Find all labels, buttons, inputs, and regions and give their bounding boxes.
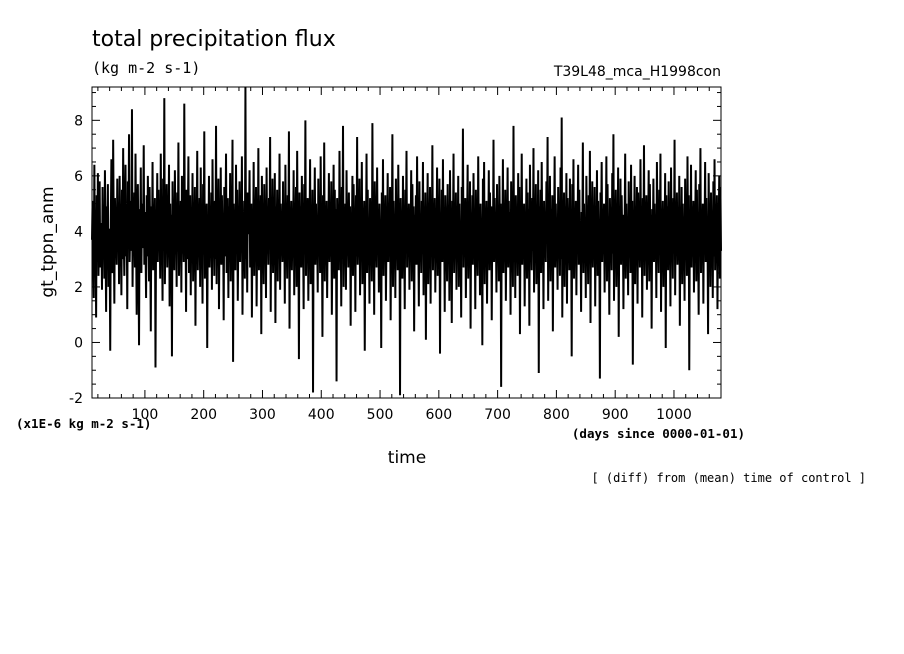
x-tick-label: 400 (308, 407, 335, 423)
y-tick-label: 8 (74, 113, 83, 129)
x-tick-label: 1000 (656, 407, 692, 423)
footnote: [ (diff) from (mean) time of control ] (591, 471, 866, 485)
x-tick-label: 500 (367, 407, 394, 423)
series-line (91, 86, 722, 396)
chart-title: total precipitation flux (92, 27, 336, 52)
y-tick-label: 0 (74, 335, 83, 351)
y-tick-label: 4 (74, 224, 83, 240)
x-units-label: (days since 0000-01-01) (572, 426, 745, 441)
y-axis-label: gt_tppn_anm (38, 186, 58, 297)
y-scale-note: (x1E-6 kg m-2 s-1) (16, 416, 151, 431)
x-tick-label: 900 (602, 407, 629, 423)
y-tick-label: 6 (74, 169, 83, 185)
x-tick-label: 200 (190, 407, 217, 423)
plot-area (91, 86, 722, 399)
y-tick-label: -2 (69, 391, 83, 407)
x-tick-label: 300 (249, 407, 276, 423)
x-tick-label: 800 (543, 407, 570, 423)
x-tick-label: 100 (132, 407, 159, 423)
y-tick-label: 2 (74, 280, 83, 296)
title-units: (kg m-2 s-1) (92, 59, 200, 77)
x-tick-label: 600 (425, 407, 452, 423)
experiment-label: T39L48_mca_H1998con (553, 64, 721, 80)
y-tick-labels: -2 0 2 4 6 8 (69, 113, 83, 407)
x-axis-label: time (388, 448, 426, 468)
x-tick-labels: 100 200 300 400 500 600 700 800 900 1000 (132, 407, 692, 423)
x-tick-label: 700 (484, 407, 511, 423)
